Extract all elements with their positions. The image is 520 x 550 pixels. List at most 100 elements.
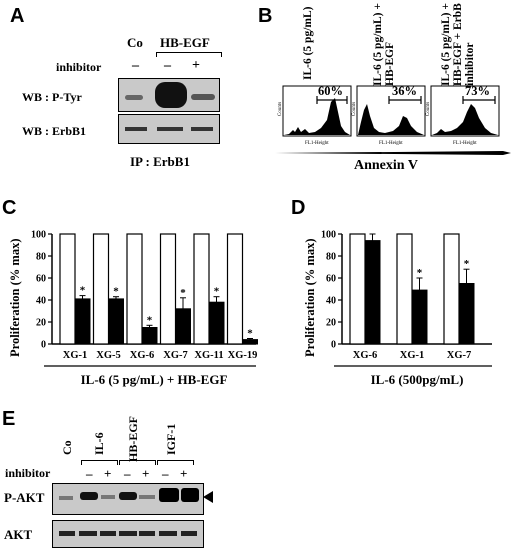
chart-c-xtick-label-0: XG-1 <box>63 350 88 361</box>
chart-c-xtick-label-3: XG-7 <box>163 350 188 361</box>
chart-c-star-2: * <box>147 314 153 326</box>
panel-b-hist-y-2: Counts <box>352 102 357 116</box>
histogram-3 <box>430 85 500 137</box>
panel-c-chart: 0 20 40 60 80 100 * XG-1 * XG-5 * XG-6 * XG-7 * XG-11 * X… <box>31 230 258 387</box>
chart-d-ytick-label-0: 0 <box>331 340 336 351</box>
panel-b-hist-x-1: FL1-Height <box>305 141 329 146</box>
chart-d-xtick-label-1: XG-1 <box>400 350 425 361</box>
chart-d-bar-treated-0 <box>364 240 381 345</box>
panel-e-sign-1: – <box>86 466 93 481</box>
chart-d-ytick-label-5: 100 <box>321 230 336 241</box>
chart-d-ytick-label-2: 40 <box>326 296 336 307</box>
chart-d-bar-control-0 <box>349 233 366 345</box>
panel-e-inhibitor-label: inhibitor <box>5 466 51 480</box>
panel-e-row-pakt: P-AKT <box>4 490 45 505</box>
panel-e-bracket-2 <box>119 460 156 465</box>
chart-c-ytick-label-0: 0 <box>41 340 46 351</box>
chart-c-star-0: * <box>80 285 86 297</box>
panel-b-letter: B <box>258 5 273 27</box>
panel-c-ylabel: Proliferation (% max) <box>8 238 22 358</box>
panel-a-inhibitor-label: inhibitor <box>56 60 102 74</box>
akt-band-2 <box>79 531 97 536</box>
chart-c-xtick-label-2: XG-6 <box>130 350 155 361</box>
panel-e-sign-2: + <box>104 466 112 481</box>
chart-c-bar-control-1 <box>92 233 110 345</box>
erbb1-band-1 <box>125 127 147 131</box>
chart-c-bar-treated-1 <box>108 298 124 345</box>
panel-b-condition-2: IL-6 (5 pg/mL) + HB-EGF <box>372 3 396 86</box>
chart-d-star-2: * <box>464 258 470 270</box>
panel-a-wb-label-1: WB : P-Tyr <box>22 90 82 104</box>
panel-b-histograms: FL1-Height FL1-Height FL1-Height Counts … <box>275 85 511 155</box>
panel-e-col-hbegf: HB-EGF <box>126 415 140 462</box>
pakt-band-5 <box>139 495 155 499</box>
panel-e-bracket-1 <box>81 460 118 465</box>
akt-band-5 <box>139 531 155 536</box>
chart-d-bar-control-1 <box>396 233 413 345</box>
panel-e-col-il6: IL-6 <box>92 432 106 455</box>
chart-c-star-5: * <box>247 328 253 340</box>
panel-d-letter: D <box>291 197 306 219</box>
panel-b-axis-label: Annexin V <box>354 158 418 173</box>
panel-a-col-hbegf: HB-EGF <box>160 35 210 50</box>
chart-c-xlabel: IL-6 (5 pg/mL) + HB-EGF <box>81 372 228 387</box>
akt-band-4 <box>119 531 137 536</box>
panel-b-percent-2: 36% <box>392 84 417 98</box>
chart-c-bar-control-2 <box>126 233 143 345</box>
chart-d-bar-treated-1 <box>411 289 428 345</box>
panel-c-letter: C <box>2 197 17 219</box>
panel-b-hist-y-3: Counts <box>426 102 431 116</box>
panel-e-row-akt: AKT <box>4 527 33 542</box>
panel-e-sign-5: – <box>162 466 169 481</box>
chart-c-ytick-label-3: 60 <box>36 274 46 285</box>
chart-c-bar-control-3 <box>159 233 177 345</box>
panel-a-blot-ptyr <box>118 78 220 112</box>
ptyr-band-3 <box>191 94 215 100</box>
panel-b-hist-y-1: Counts <box>278 102 283 116</box>
pakt-band-1 <box>59 496 73 500</box>
chart-d-ytick-label-4: 80 <box>326 252 336 263</box>
panel-e-letter: E <box>2 408 16 430</box>
chart-c-bar-treated-3 <box>175 308 191 345</box>
chart-c-star-3: * <box>180 287 186 299</box>
chart-c-star-4: * <box>214 286 220 298</box>
chart-c-ytick-label-1: 20 <box>36 318 46 329</box>
panel-b-condition-3: IL-6 (5 pg/mL) + HB-EGF + ErbB inhibitor <box>440 3 476 86</box>
panel-a-col-co: Co <box>127 35 143 50</box>
chart-c-star-1: * <box>113 286 119 298</box>
pakt-band-7 <box>181 488 199 502</box>
histogram-1 <box>282 85 352 137</box>
chart-d-xtick-label-2: XG-7 <box>447 350 472 361</box>
chart-d-bar-control-2 <box>443 233 460 345</box>
panel-e-col-co: Co <box>60 440 74 455</box>
chart-c-ytick-label-5: 100 <box>31 230 46 241</box>
chart-c-ytick-label-2: 40 <box>36 296 46 307</box>
chart-d-star-1: * <box>417 267 423 279</box>
panel-e-sign-3: – <box>124 466 131 481</box>
panel-a-sign-1: – <box>132 58 139 73</box>
panel-d-ylabel: Proliferation (% max) <box>303 238 317 358</box>
chart-c-bar-treated-5 <box>242 339 258 345</box>
pakt-band-4 <box>119 492 137 500</box>
panel-e-blot-pakt <box>52 483 204 515</box>
chart-c-bar-treated-0 <box>74 298 91 345</box>
chart-c-xtick-label-5: XG-19 <box>228 350 258 361</box>
erbb1-band-3 <box>191 127 213 131</box>
chart-c-bar-control-0 <box>59 233 76 345</box>
panel-a-hbegf-bracket <box>156 52 222 57</box>
panel-a-wb-label-2: WB : ErbB1 <box>22 124 87 138</box>
chart-d-xlabel: IL-6 (500pg/mL) <box>371 372 464 387</box>
ptyr-band-2 <box>155 82 187 108</box>
ptyr-band-1 <box>125 95 143 100</box>
chart-c-bar-control-4 <box>193 233 210 345</box>
chart-d-bar-treated-2 <box>458 283 475 345</box>
panel-b-hist-x-3: FL1-Height <box>453 141 477 146</box>
pakt-band-3 <box>101 495 115 499</box>
akt-band-6 <box>159 531 177 536</box>
panel-d-chart: 0 20 40 60 80 100 XG-6 * XG-1 * XG-7 IL-6 (500pg/mL… <box>321 230 492 387</box>
panel-e-sign-4: + <box>142 466 150 481</box>
panel-b-hist-x-2: FL1-Height <box>379 141 403 146</box>
panel-e-bracket-3 <box>157 460 194 465</box>
chart-d-ytick-label-1: 20 <box>326 318 336 329</box>
chart-c-xtick-label-1: XG-5 <box>96 350 121 361</box>
